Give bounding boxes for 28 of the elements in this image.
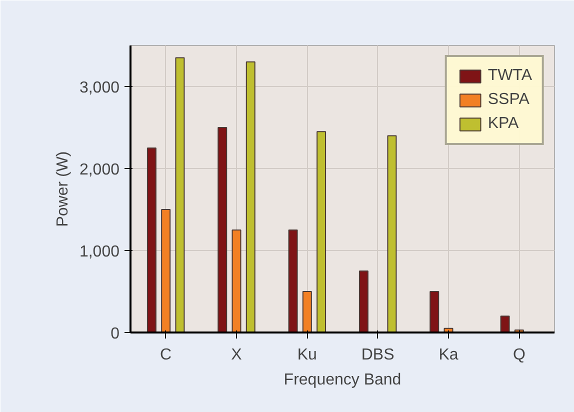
bar bbox=[358, 270, 368, 332]
bar bbox=[288, 230, 298, 332]
bar bbox=[387, 135, 397, 332]
bar bbox=[175, 57, 185, 332]
bar bbox=[302, 291, 312, 332]
bar bbox=[161, 209, 171, 332]
x-tick-label: C bbox=[160, 346, 172, 364]
legend-label: SSPA bbox=[488, 91, 530, 109]
legend-label: TWTA bbox=[488, 67, 532, 85]
bar bbox=[232, 230, 242, 332]
x-tick-label: Ku bbox=[297, 346, 317, 364]
bar bbox=[218, 127, 228, 332]
bar bbox=[146, 148, 156, 332]
y-tick-label: 2,000 bbox=[79, 162, 120, 178]
legend-label: KPA bbox=[488, 115, 519, 133]
bar bbox=[246, 61, 256, 332]
y-tick-label: 3,000 bbox=[79, 80, 120, 96]
y-tick-label: 1,000 bbox=[79, 244, 120, 260]
bar bbox=[316, 131, 326, 332]
x-axis-title: Frequency Band bbox=[284, 372, 402, 388]
bar bbox=[500, 316, 510, 332]
x-tick-label: Q bbox=[512, 346, 526, 364]
x-tick-label: X bbox=[231, 346, 242, 364]
bar bbox=[430, 291, 440, 332]
x-tick-label: Ka bbox=[438, 346, 458, 364]
y-axis-title: Power (W) bbox=[54, 151, 72, 227]
x-tick-label: DBS bbox=[361, 346, 394, 364]
y-tick-label: 0 bbox=[110, 326, 120, 342]
